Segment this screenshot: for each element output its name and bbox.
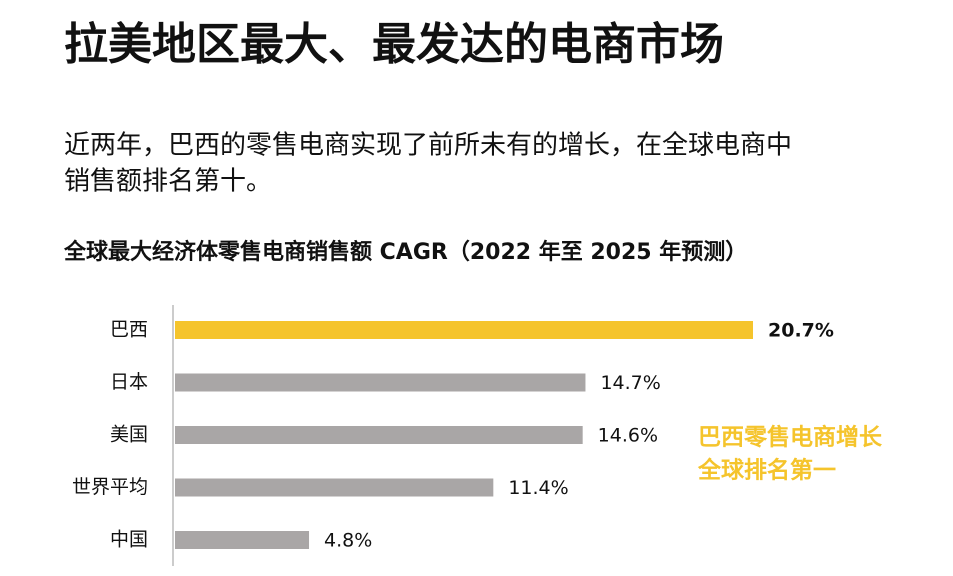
category-label: 日本 (110, 371, 148, 393)
subtitle: 近两年，巴西的零售电商实现了前所未有的增长，在全球电商中 (64, 131, 792, 161)
value-label: 20.7% (768, 320, 834, 342)
category-label: 巴西 (110, 319, 148, 341)
value-label: 11.4% (508, 477, 568, 499)
category-label: 美国 (110, 424, 148, 446)
bar (175, 373, 586, 392)
bar (175, 426, 583, 444)
subtitle: 销售额排名第十。 (64, 167, 272, 197)
value-label: 14.6% (598, 425, 658, 447)
chart-title: 全球最大经济体零售电商销售额 CAGR（2022 年至 2025 年预测） (63, 239, 747, 265)
annotation: 全球排名第一 (697, 457, 836, 484)
value-label: 4.8% (324, 530, 372, 552)
annotation: 巴西零售电商增长 (698, 424, 883, 451)
page-title: 拉美地区最大、最发达的电商市场 (64, 19, 724, 70)
category-label: 中国 (110, 529, 148, 551)
category-label: 世界平均 (72, 476, 148, 498)
bar (175, 321, 753, 339)
bar (175, 478, 494, 497)
value-label: 14.7% (600, 372, 660, 394)
bar (175, 531, 310, 549)
